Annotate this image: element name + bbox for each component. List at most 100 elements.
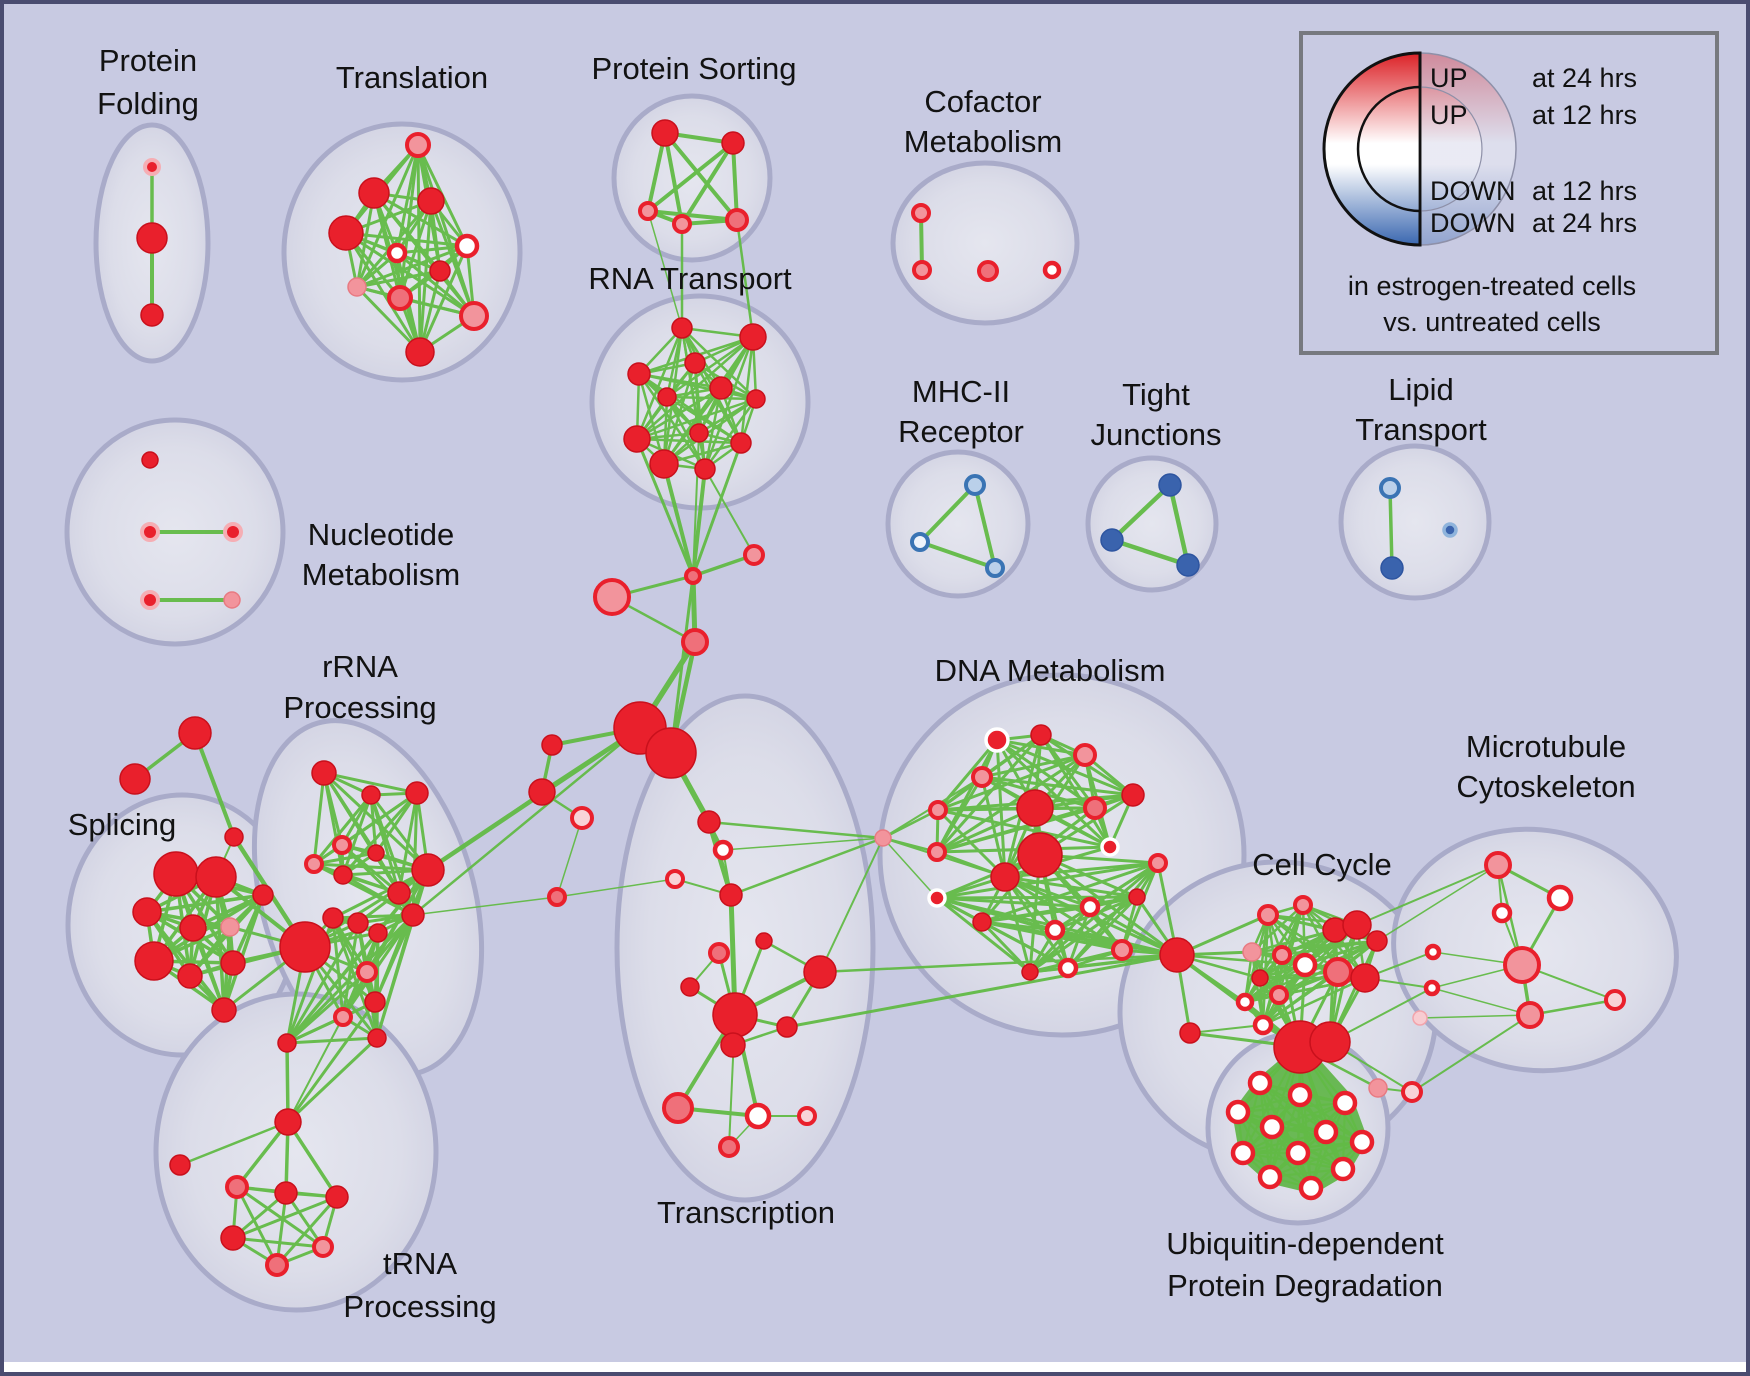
edge-dn2-dn10 <box>1039 733 1112 849</box>
node-li2 <box>1380 556 1404 580</box>
node-cc13 <box>1235 992 1255 1012</box>
edge-dn16-dn17 <box>980 905 1092 924</box>
network-nodes <box>119 119 1626 1277</box>
node-sp1 <box>153 851 199 897</box>
edge-rr13-rr16 <box>373 913 415 1004</box>
edge-sp6-sp10 <box>152 893 265 963</box>
cluster-label-splicing-line1: Splicing <box>68 807 177 842</box>
edge-dn12-dn15 <box>1003 875 1139 899</box>
legend: UP at 24 hrs UP at 12 hrs DOWN at 12 hrs DOWN a… <box>1299 31 1719 355</box>
node-tg2 <box>119 763 151 795</box>
node-mt4 <box>1424 943 1442 961</box>
node-rt11 <box>649 449 679 479</box>
cluster-label-rrna-processing-line1: rRNA <box>322 649 398 684</box>
node-dn5 <box>928 800 948 820</box>
edge-li1-li2 <box>1388 486 1394 570</box>
legend-direction-1: UP <box>1430 63 1468 93</box>
edge-mt6-mt7 <box>1431 987 1531 1016</box>
node-sp5 <box>220 917 240 937</box>
legend-direction-2: UP <box>1430 100 1468 130</box>
node-tl1 <box>405 132 431 158</box>
node-sp4 <box>179 914 207 942</box>
cluster-label-lipid-transport-line1: Lipid <box>1388 372 1454 407</box>
node-mt6 <box>1423 979 1441 997</box>
edge-dn13-dn17 <box>980 861 1160 924</box>
edge-rr13-rr19 <box>285 913 415 1045</box>
node-sp9 <box>211 997 237 1023</box>
cluster-label-mhc-ii-receptor-line2: Receptor <box>898 414 1024 449</box>
edge-cn6-rr9 <box>427 791 543 871</box>
node-rt5 <box>709 376 733 400</box>
node-cf1 <box>911 203 931 223</box>
edge-ps5-rt2 <box>735 218 755 339</box>
cluster-label-microtubule-cytoskeleton-line1: Microtubule <box>1466 729 1626 764</box>
node-cc17 <box>1368 1078 1388 1098</box>
node-rr9 <box>411 853 445 887</box>
cluster-label-protein-folding-line1: Protein <box>99 43 197 78</box>
node-dn23 <box>1179 1022 1201 1044</box>
node-dn12 <box>990 862 1020 892</box>
edge-rt2-rt6 <box>665 335 755 399</box>
node-rr16 <box>364 991 386 1013</box>
node-tl11 <box>405 337 435 367</box>
edge-rr3-rr7 <box>374 791 419 855</box>
edge-tn1-tn3 <box>235 1120 290 1189</box>
edge-ub3-ub11 <box>1268 1101 1347 1179</box>
node-rt12 <box>694 458 716 480</box>
node-rr6 <box>333 865 353 885</box>
cluster-label-tight-junctions-line1: Tight <box>1122 377 1190 412</box>
node-dn19 <box>1111 939 1133 961</box>
edge-mh1-mh2 <box>918 483 977 544</box>
edge-rr17-tn1 <box>287 1016 344 1123</box>
edge-dn2-dn11 <box>935 733 1043 854</box>
edge-dn14-dn21 <box>935 896 1032 974</box>
node-li1 <box>1379 477 1401 499</box>
node-cf3 <box>977 260 999 282</box>
cluster-label-transcription-line1: Transcription <box>657 1195 835 1230</box>
node-tn7 <box>312 1236 334 1258</box>
node-mt1 <box>1484 851 1512 879</box>
edge-rt5-rt9 <box>635 386 723 441</box>
edge-dn23-cc14 <box>1189 1024 1264 1034</box>
edge-rt2-rt12 <box>703 335 755 471</box>
legend-time-1: at 24 hrs <box>1532 63 1637 93</box>
cluster-labels: Protein Folding Translation Protein Sorting… <box>68 43 1636 1324</box>
edge-ps1-ps5 <box>663 131 739 222</box>
edge-rt11-cn1 <box>662 462 695 578</box>
node-dn20 <box>1159 937 1195 973</box>
node-sp3 <box>132 897 162 927</box>
node-dn16 <box>1079 896 1101 918</box>
node-tr2 <box>708 942 730 964</box>
edge-dn17-dn21 <box>980 920 1032 974</box>
cluster-ellipse-cofactor-metabolism <box>890 160 1080 326</box>
edge-dx0-tt4 <box>729 836 885 897</box>
legend-time-4: at 24 hrs <box>1532 208 1637 238</box>
node-tr7 <box>720 1032 746 1058</box>
node-ub4 <box>1225 1099 1251 1125</box>
node-dn3 <box>1073 743 1097 767</box>
edge-rt2-rt10 <box>739 335 755 445</box>
node-rt4 <box>627 362 651 386</box>
legend-caption-line2: vs. untreated cells <box>1383 307 1601 337</box>
node-tr10 <box>797 1106 817 1126</box>
cluster-label-rna-transport-line1: RNA Transport <box>588 261 792 296</box>
node-tn8 <box>265 1253 289 1277</box>
cluster-label-tight-junctions-line2: Junctions <box>1091 417 1222 452</box>
node-rr11 <box>347 912 369 934</box>
edge-dx0-tt2 <box>722 837 884 851</box>
edge-rt2-rt9 <box>635 335 755 441</box>
edge-mh2-mh3 <box>918 540 997 570</box>
node-tr9 <box>744 1102 772 1130</box>
edge-tl7-tl8 <box>355 269 442 289</box>
cluster-label-cofactor-metabolism-line2: Metabolism <box>904 124 1063 159</box>
node-ps5 <box>725 208 749 232</box>
node-sp6 <box>134 941 174 981</box>
edge-rr2-rr5 <box>312 793 373 866</box>
node-tr4 <box>712 992 758 1038</box>
edge-ps2-ps5 <box>731 141 739 222</box>
node-tn2 <box>169 1154 191 1176</box>
node-cc5 <box>1366 930 1388 952</box>
node-rr3 <box>405 781 429 805</box>
cluster-label-ubiquitin-degradation-line2: Protein Degradation <box>1167 1268 1443 1303</box>
node-dn1 <box>984 727 1010 753</box>
